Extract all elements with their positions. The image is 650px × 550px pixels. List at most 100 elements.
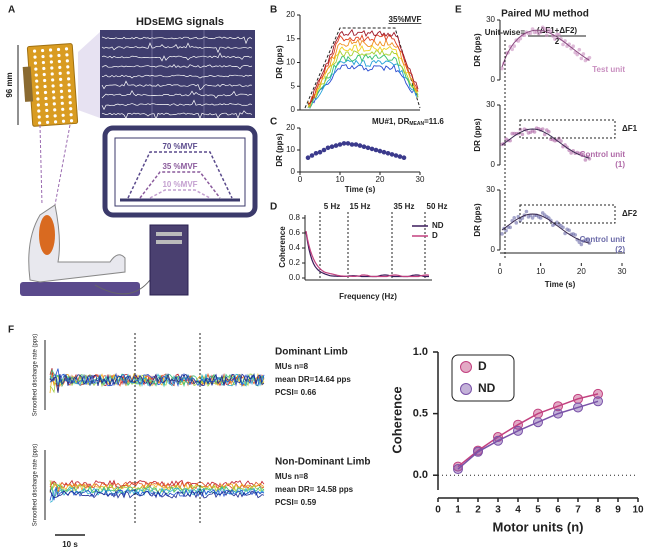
point xyxy=(313,151,319,156)
y-axis-label: DR (pps) xyxy=(275,45,284,79)
unit-point xyxy=(561,225,565,230)
x-axis-label: Time (s) xyxy=(345,185,376,194)
unit-point xyxy=(512,44,517,48)
y-axis-label: Coherence xyxy=(278,226,287,268)
emg-trace xyxy=(101,110,253,121)
legend-label: D xyxy=(432,231,438,240)
unit-point xyxy=(567,228,571,233)
point xyxy=(349,142,355,147)
legend-marker xyxy=(460,361,472,373)
fit-curve xyxy=(501,213,590,244)
point xyxy=(533,408,543,419)
coherence-trace xyxy=(305,231,429,278)
electrode xyxy=(49,54,53,58)
unit-point xyxy=(577,47,582,52)
unit-point xyxy=(512,216,517,220)
x-tick-label: 4 xyxy=(515,505,521,516)
panel-label: E xyxy=(455,5,462,16)
annotation: MU#1, DRMEAN=11.6 xyxy=(372,117,444,127)
unit-point xyxy=(518,218,523,223)
x-axis-label: Motor units (n) xyxy=(493,519,584,534)
unit-point xyxy=(538,216,543,220)
electrode xyxy=(67,89,72,93)
point xyxy=(373,147,379,153)
dr-trace xyxy=(307,44,419,107)
y-axis-label: DR (pps) xyxy=(473,118,482,152)
emg-trace xyxy=(101,99,253,111)
electrode xyxy=(51,84,55,88)
series-line xyxy=(457,400,599,470)
electrode xyxy=(68,95,72,99)
electrode xyxy=(52,102,56,106)
panel-title: HDsEMG signals xyxy=(136,16,224,28)
x-tick-label: 6 xyxy=(555,505,561,516)
point xyxy=(345,141,351,146)
y-axis-label: DR (pps) xyxy=(275,133,284,167)
unit-point xyxy=(538,30,543,34)
panel-label: C xyxy=(270,117,277,128)
y-tick-label: 0.0 xyxy=(413,469,428,481)
point xyxy=(365,145,371,151)
electrode xyxy=(64,47,69,51)
electrode-grid xyxy=(22,43,79,127)
legend-box xyxy=(451,354,515,402)
electrode xyxy=(41,60,46,65)
unit-point xyxy=(500,232,504,236)
level-label: 35 %MVF xyxy=(162,162,197,171)
electrode xyxy=(61,107,65,111)
legend-label: ND xyxy=(478,381,496,395)
emg-trace xyxy=(101,89,253,99)
point xyxy=(317,149,323,155)
electrode xyxy=(36,97,40,101)
y-tick-label: 0 xyxy=(291,105,296,114)
scale-label: 10 s xyxy=(62,540,78,549)
point xyxy=(305,155,311,160)
smoothed-trace xyxy=(49,484,265,500)
y-tick-label: 30 xyxy=(486,100,495,109)
electrode xyxy=(35,85,39,89)
formula-num: (ΔF1+ΔF2) xyxy=(537,26,578,35)
unit-point xyxy=(524,209,529,214)
drive xyxy=(156,232,182,236)
electrode xyxy=(44,102,48,107)
electrode xyxy=(42,72,46,77)
smoothed-trace xyxy=(49,368,265,388)
x-tick-label: 9 xyxy=(615,505,621,516)
point xyxy=(473,446,483,457)
electrode xyxy=(58,65,62,70)
y-tick-label: 0.0 xyxy=(289,273,301,282)
y-tick-label: 1.0 xyxy=(413,346,428,358)
limb-info: PCSI= 0.66 xyxy=(275,388,317,397)
y-tick-label: 20 xyxy=(286,123,295,132)
annotation-part: =11.6 xyxy=(424,117,444,126)
electrode xyxy=(59,83,63,87)
level-label: 70 %MVF xyxy=(162,142,197,151)
y-axis-label: DR (pps) xyxy=(473,33,482,67)
unit-point xyxy=(561,42,565,47)
electrode xyxy=(61,113,65,117)
smoothed-trace xyxy=(49,372,265,393)
panel-label: D xyxy=(270,202,277,213)
y-tick-label: 0.2 xyxy=(289,258,301,267)
electrode xyxy=(44,96,48,101)
dr-trace xyxy=(307,49,419,108)
electrode xyxy=(43,90,48,95)
electrode xyxy=(38,121,42,125)
level-label: 10 %MVF xyxy=(162,180,197,189)
x-axis-label: Time (s) xyxy=(545,280,576,289)
point xyxy=(361,144,367,149)
dr-trace xyxy=(307,53,419,109)
emg-trace xyxy=(101,52,253,62)
electrode xyxy=(66,65,70,69)
electrode xyxy=(36,103,40,107)
panel-label: F xyxy=(8,325,14,336)
unit-point xyxy=(500,66,504,71)
drive xyxy=(156,240,182,244)
x-axis-label: Frequency (Hz) xyxy=(339,292,397,301)
electrode xyxy=(61,119,66,123)
emg-trace xyxy=(101,42,253,54)
electrode xyxy=(52,96,56,100)
electrode xyxy=(37,115,41,119)
legend-label: ND xyxy=(432,221,444,230)
band-label: 35 Hz xyxy=(394,202,415,211)
